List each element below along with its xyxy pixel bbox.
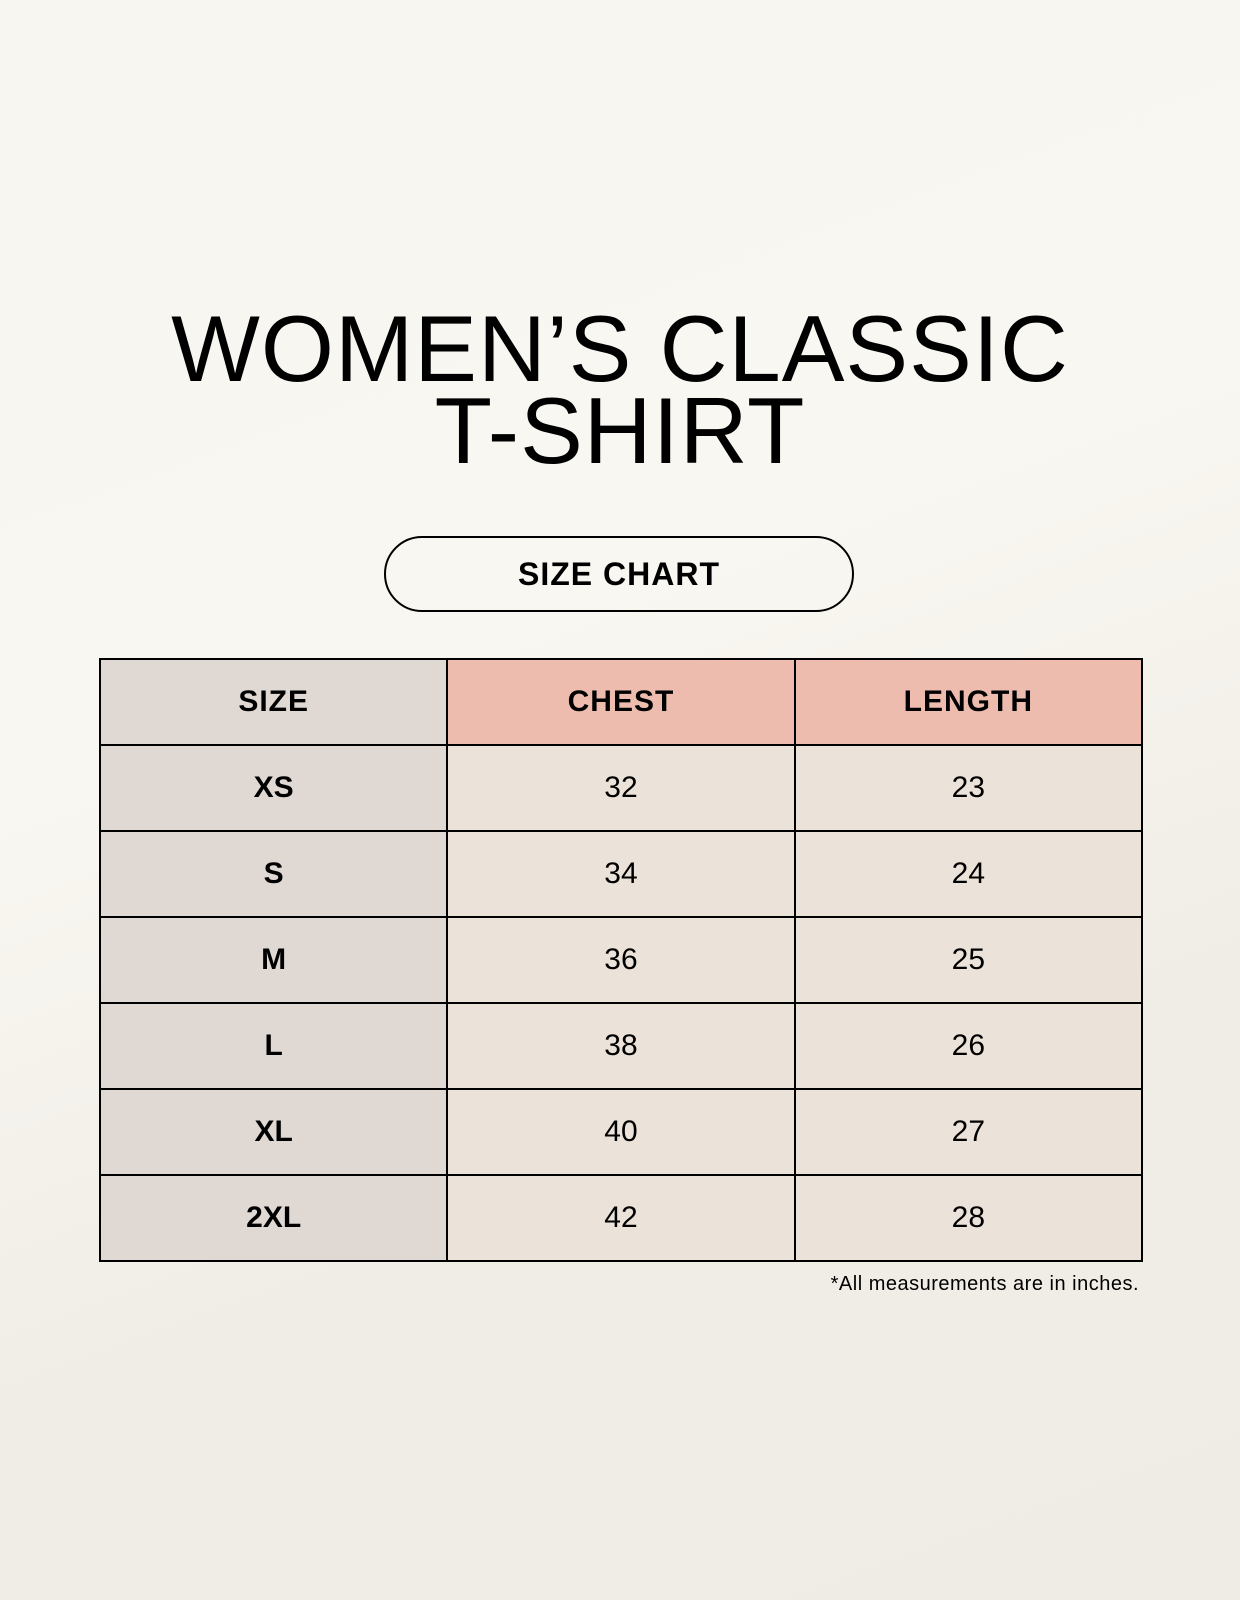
header-length: LENGTH <box>793 658 1144 746</box>
header-chest: CHEST <box>446 658 796 746</box>
header-row: SIZE CHEST LENGTH <box>98 658 1144 746</box>
length-cell: 25 <box>793 916 1144 1004</box>
table-row: S 34 24 <box>98 830 1144 918</box>
size-cell: XS <box>98 744 449 832</box>
length-cell: 27 <box>793 1088 1144 1176</box>
size-chart-label: SIZE CHART <box>384 536 854 612</box>
table-row: XL 40 27 <box>98 1088 1144 1176</box>
table-row: 2XL 42 28 <box>98 1174 1144 1262</box>
size-table: SIZE CHEST LENGTH XS 32 23 S 34 24 M 36 25 L 38 26 X… <box>98 658 1144 1262</box>
title-line-2: T-SHIRT <box>434 378 806 483</box>
footnote: *All measurements are in inches. <box>830 1273 1139 1295</box>
chest-cell: 42 <box>446 1174 796 1262</box>
chest-cell: 32 <box>446 744 796 832</box>
chest-cell: 36 <box>446 916 796 1004</box>
size-cell: S <box>98 830 449 918</box>
page-title: WOMEN’S CLASSIC T-SHIRT <box>0 296 1240 483</box>
size-cell: 2XL <box>98 1174 449 1262</box>
table-row: M 36 25 <box>98 916 1144 1004</box>
table-row: L 38 26 <box>98 1002 1144 1090</box>
table-row: XS 32 23 <box>98 744 1144 832</box>
length-cell: 28 <box>793 1174 1144 1262</box>
chest-cell: 40 <box>446 1088 796 1176</box>
length-cell: 24 <box>793 830 1144 918</box>
size-cell: L <box>98 1002 449 1090</box>
size-cell: XL <box>98 1088 449 1176</box>
size-cell: M <box>98 916 449 1004</box>
title-line-1: WOMEN’S CLASSIC <box>171 296 1069 401</box>
header-size: SIZE <box>98 658 449 746</box>
chest-cell: 34 <box>446 830 796 918</box>
length-cell: 26 <box>793 1002 1144 1090</box>
chest-cell: 38 <box>446 1002 796 1090</box>
length-cell: 23 <box>793 744 1144 832</box>
